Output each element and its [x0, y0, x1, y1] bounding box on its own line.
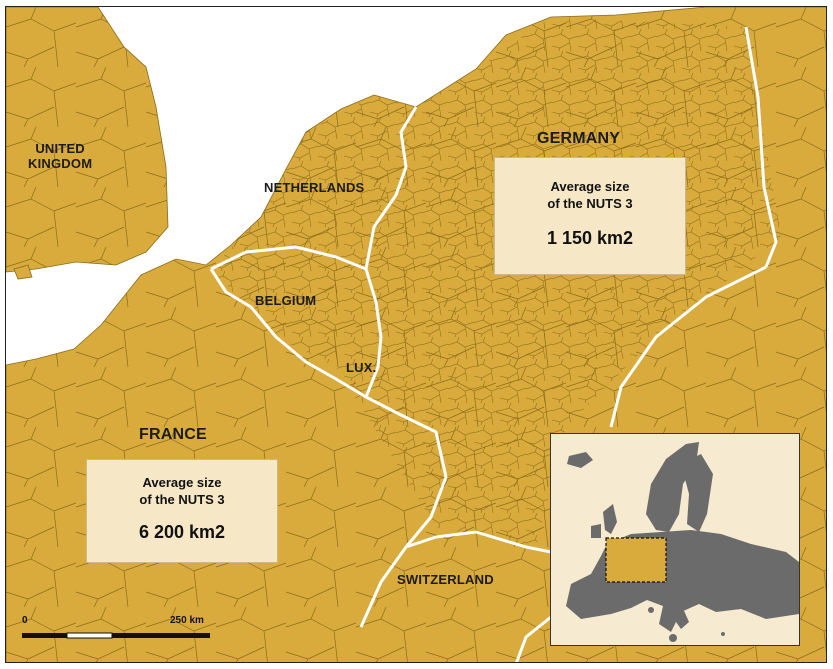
country-borders [209, 26, 778, 662]
inset-locator-map [550, 433, 800, 646]
label-belgium: BELGIUM [255, 293, 317, 308]
scale-start-label: 0 [22, 615, 28, 626]
label-netherlands: NETHERLANDS [264, 180, 365, 195]
map-frame: UNITED KINGDOM NETHERLANDS GERMANY BELGI… [5, 6, 827, 663]
inset-europe-landmass [566, 442, 799, 642]
small-island [13, 264, 33, 280]
germany-info-box: Average size of the NUTS 3 1 150 km2 [494, 157, 686, 275]
scale-end-label: 250 km [170, 615, 204, 626]
label-switzerland: SWITZERLAND [397, 572, 494, 587]
label-germany: GERMANY [537, 130, 621, 147]
france-box-title-line2: of the NUTS 3 [139, 492, 225, 507]
inset-europe-svg [566, 442, 799, 642]
germany-box-value: 1 150 km2 [546, 228, 634, 248]
scale-bar-graphic [22, 632, 210, 639]
label-france: FRANCE [139, 426, 207, 443]
label-luxembourg: LUX. [346, 360, 377, 375]
fine-region-grid [211, 17, 781, 547]
label-united-kingdom: UNITED KINGDOM [28, 141, 93, 171]
france-info-box: Average size of the NUTS 3 6 200 km2 [86, 459, 278, 563]
germany-box-title-line1: Average size [550, 179, 630, 194]
inset-highlight-area [605, 537, 667, 583]
france-box-value: 6 200 km2 [138, 522, 226, 542]
germany-box-title-line2: of the NUTS 3 [547, 196, 633, 211]
scale-bar: 0 250 km [20, 615, 230, 645]
france-box-title-line1: Average size [142, 475, 222, 490]
